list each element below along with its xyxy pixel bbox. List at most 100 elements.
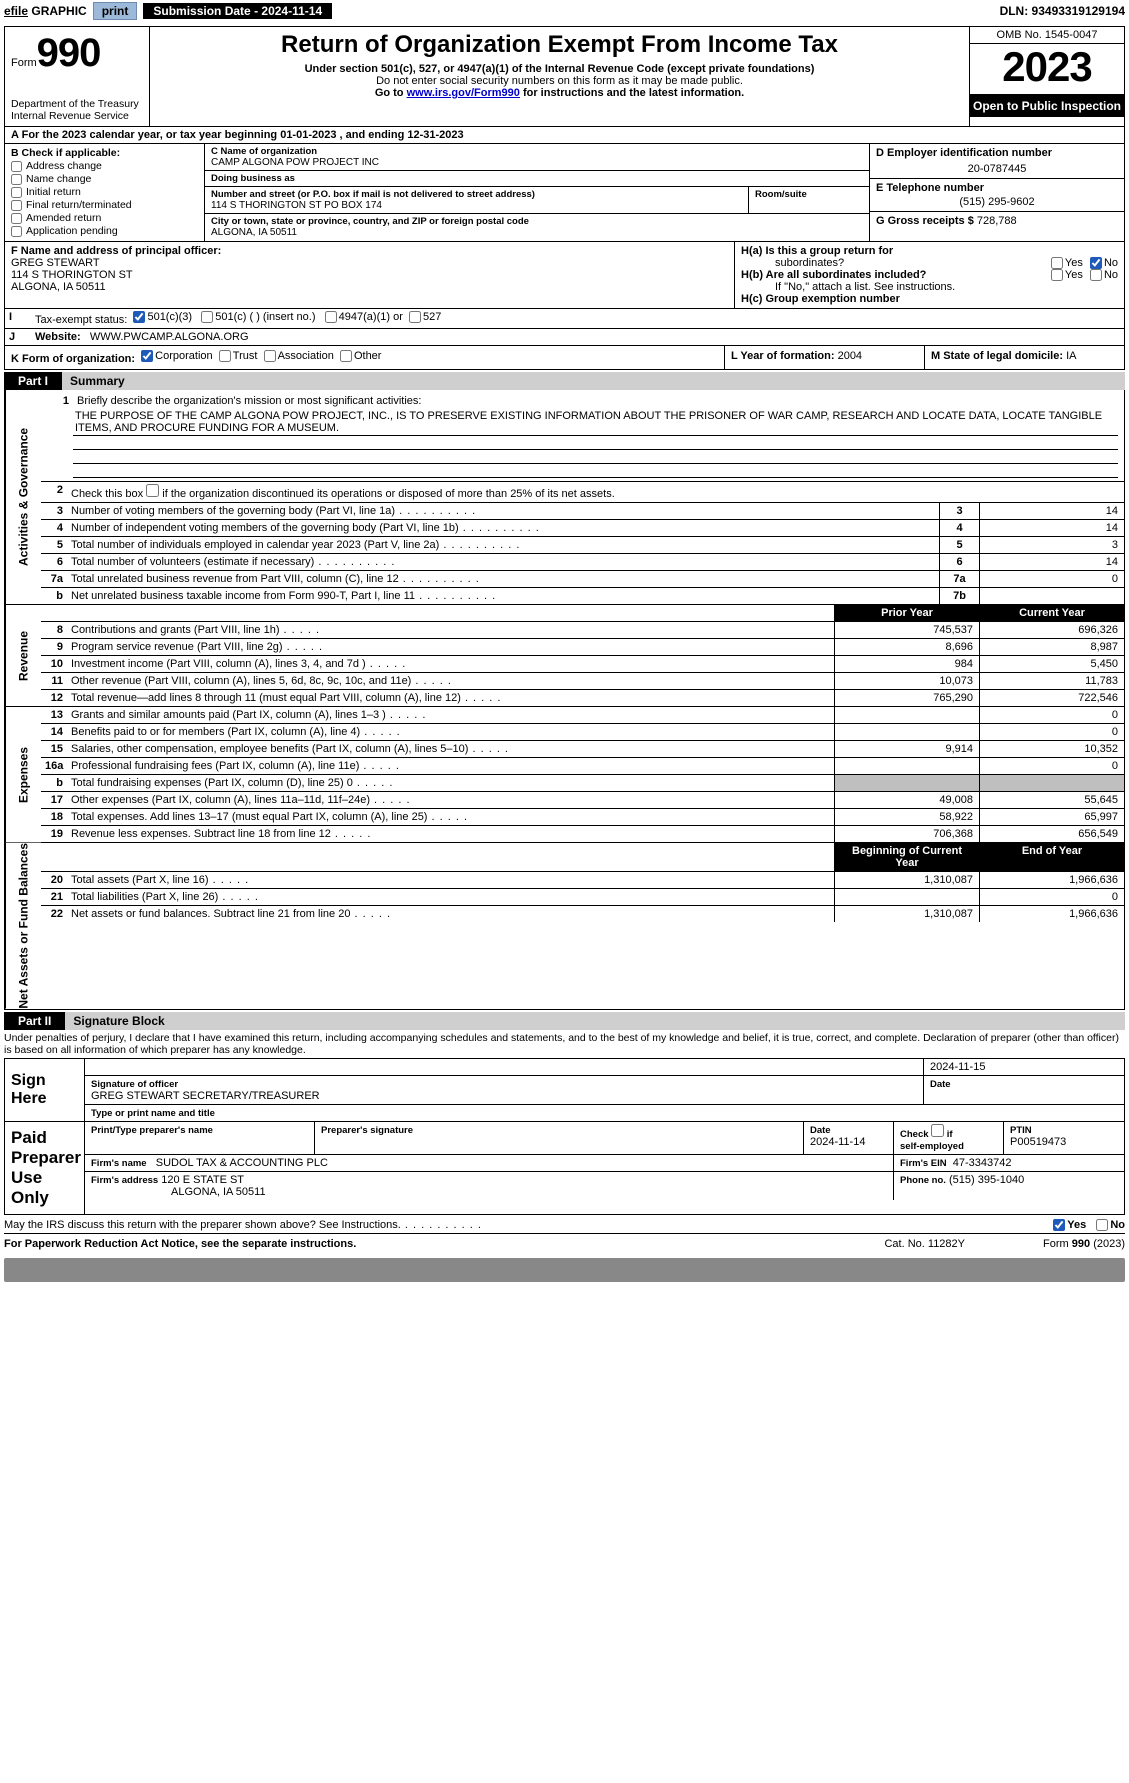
cb-initial-return[interactable] [11,187,22,198]
cb-4947[interactable] [325,311,337,323]
cb-501c[interactable] [201,311,213,323]
print-button[interactable]: print [93,2,138,20]
na-row-20: 20Total assets (Part X, line 16)1,310,08… [41,872,1124,889]
hdr-eoy: End of Year [979,843,1124,871]
part-i-title: Summary [62,372,1125,390]
section-b-title: B Check if applicable: [11,147,120,159]
discuss-row: May the IRS discuss this return with the… [4,1217,1125,1234]
l-value: 2004 [838,350,862,362]
cat-no: Cat. No. 11282Y [884,1238,965,1250]
gov-row-3: 3Number of voting members of the governi… [41,503,1124,520]
rev-row-9: 9Program service revenue (Part VIII, lin… [41,639,1124,656]
g-value: 728,788 [977,215,1017,227]
sig-officer-name: GREG STEWART SECRETARY/TREASURER [91,1090,320,1102]
form-word: Form [11,57,37,69]
hb-label: H(b) Are all subordinates included? [741,269,926,281]
f-name: GREG STEWART [11,257,100,269]
cb-trust[interactable] [219,350,231,362]
vtab-governance: Activities & Governance [5,390,41,604]
exp-row-b: bTotal fundraising expenses (Part IX, co… [41,775,1124,792]
fh-row: F Name and address of principal officer:… [5,242,1124,309]
ha-label: H(a) Is this a group return for [741,245,893,257]
g-label: G Gross receipts $ [876,215,974,227]
gov-row-b: bNet unrelated business taxable income f… [41,588,1124,604]
year-box: OMB No. 1545-0047 2023 Open to Public In… [969,27,1124,126]
cb-line2[interactable] [146,484,159,497]
gov-row-6: 6Total number of volunteers (estimate if… [41,554,1124,571]
prep-date: 2024-11-14 [810,1136,865,1148]
firm-addr2: ALGONA, IA 50511 [91,1186,266,1198]
hb-yes[interactable] [1051,269,1063,281]
cb-501c3[interactable] [133,311,145,323]
d-label: D Employer identification number [876,147,1052,159]
ha-no[interactable] [1090,257,1102,269]
d-value: 20-0787445 [876,159,1118,175]
part-ii-bar: Part II Signature Block [4,1012,1125,1030]
c-name-label: C Name of organization [211,146,863,157]
part-i-tag: Part I [4,372,62,390]
block-expenses: Expenses 13Grants and similar amounts pa… [4,707,1125,843]
firm-ein: 47-3343742 [953,1157,1012,1169]
submission-date: Submission Date - 2024-11-14 [143,3,332,19]
part-ii-tag: Part II [4,1012,65,1030]
efile-label: efile GRAPHIC [4,4,87,18]
section-f: F Name and address of principal officer:… [5,242,734,308]
ha-yes[interactable] [1051,257,1063,269]
firm-addr1: 120 E STATE ST [161,1174,244,1186]
vtab-expenses: Expenses [5,707,41,842]
j-value: WWW.PWCAMP.ALGONA.ORG [90,331,249,343]
dln-label: DLN: 93493319129194 [1000,4,1125,18]
cb-amended[interactable] [11,213,22,224]
e-value: (515) 295-9602 [876,194,1118,208]
form-id-box: Form990 Department of the Treasury Inter… [5,27,150,126]
f-label: F Name and address of principal officer: [11,245,221,257]
discuss-yes[interactable] [1053,1219,1065,1231]
cb-self-employed[interactable] [931,1124,944,1137]
cb-other[interactable] [340,350,352,362]
section-deg: D Employer identification number 20-0787… [869,144,1124,241]
form-number: 990 [37,31,101,75]
cb-final-return[interactable] [11,200,22,211]
cb-assoc[interactable] [264,350,276,362]
open-inspection: Open to Public Inspection [970,95,1124,117]
gov-row-7a: 7aTotal unrelated business revenue from … [41,571,1124,588]
line-a-period: A For the 2023 calendar year, or tax yea… [5,127,1124,144]
header-block-bcd: B Check if applicable: Address change Na… [5,144,1124,242]
officer-date: 2024-11-15 [930,1061,985,1073]
exp-row-18: 18Total expenses. Add lines 13–17 (must … [41,809,1124,826]
hdr-boy: Beginning of Current Year [834,843,979,871]
mission-text: THE PURPOSE OF THE CAMP ALGONA POW PROJE… [73,409,1118,436]
l-label: L Year of formation: [731,350,835,362]
paid-preparer-label: Paid Preparer Use Only [5,1122,85,1214]
irs-link[interactable]: www.irs.gov/Form990 [407,87,520,99]
cb-527[interactable] [409,311,421,323]
form-subtitle-1: Under section 501(c), 527, or 4947(a)(1)… [158,63,961,75]
rev-row-10: 10Investment income (Part VIII, column (… [41,656,1124,673]
exp-row-17: 17Other expenses (Part IX, column (A), l… [41,792,1124,809]
discuss-no[interactable] [1096,1219,1108,1231]
j-label: Website: [35,331,81,343]
hdr-current: Current Year [979,605,1124,621]
section-c: C Name of organization CAMP ALGONA POW P… [205,144,869,241]
hb-no[interactable] [1090,269,1102,281]
na-row-22: 22Net assets or fund balances. Subtract … [41,906,1124,922]
form-subtitle-2: Do not enter social security numbers on … [158,75,961,87]
f-addr1: 114 S THORINGTON ST [11,269,133,281]
hb-note: If "No," attach a list. See instructions… [741,281,1118,293]
page-scrollbar[interactable] [4,1258,1125,1282]
cb-address-change[interactable] [11,161,22,172]
rev-row-11: 11Other revenue (Part VIII, column (A), … [41,673,1124,690]
c-street-value: 114 S THORINGTON ST PO BOX 174 [211,200,742,211]
sign-here-label: Sign Here [5,1059,85,1121]
cb-name-change[interactable] [11,174,22,185]
hdr-prior: Prior Year [834,605,979,621]
exp-row-16a: 16aProfessional fundraising fees (Part I… [41,758,1124,775]
cb-app-pending[interactable] [11,226,22,237]
part-i-bar: Part I Summary [4,372,1125,390]
c-city-label: City or town, state or province, country… [211,216,863,227]
cb-corp[interactable] [141,350,153,362]
gov-row-5: 5Total number of individuals employed in… [41,537,1124,554]
i-label: Tax-exempt status: [35,314,127,326]
section-klm: K Form of organization: Corporation Trus… [5,346,1124,369]
dept-label: Department of the Treasury Internal Reve… [11,98,143,122]
